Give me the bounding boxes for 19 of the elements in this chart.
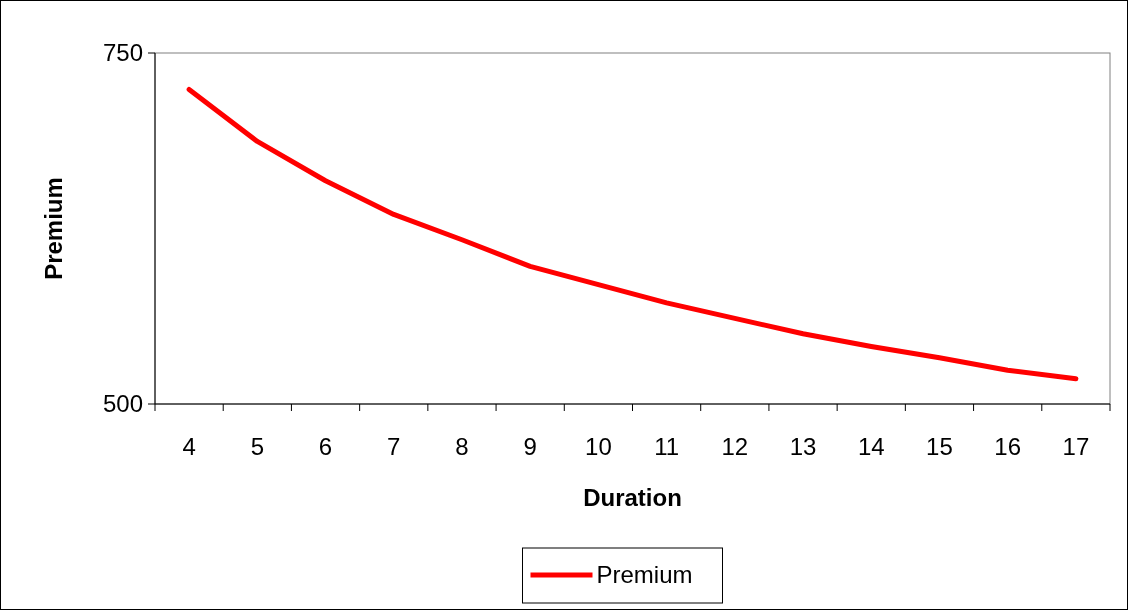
x-tick-label: 8 bbox=[455, 433, 469, 460]
x-tick-label: 13 bbox=[789, 433, 817, 460]
x-tick-label: 4 bbox=[182, 433, 196, 460]
x-axis-title: Duration bbox=[583, 484, 682, 511]
x-tick-label: 5 bbox=[250, 433, 264, 460]
y-tick-label: 750 bbox=[102, 39, 143, 67]
x-tick-label: 6 bbox=[318, 433, 333, 460]
y-axis-title: Premium bbox=[40, 177, 67, 280]
legend-label: Premium bbox=[596, 561, 693, 589]
x-tick-label: 15 bbox=[926, 433, 953, 460]
x-tick-label: 11 bbox=[654, 433, 680, 460]
x-tick-label: 17 bbox=[1062, 433, 1090, 460]
y-tick-label: 500 bbox=[102, 390, 143, 418]
x-tick-label: 12 bbox=[721, 433, 749, 460]
x-tick-label: 14 bbox=[857, 433, 885, 460]
x-tick-label: 16 bbox=[994, 433, 1022, 460]
x-tick-label: 7 bbox=[387, 433, 401, 460]
x-tick-label: 10 bbox=[585, 433, 612, 460]
x-tick-label: 9 bbox=[523, 433, 537, 460]
